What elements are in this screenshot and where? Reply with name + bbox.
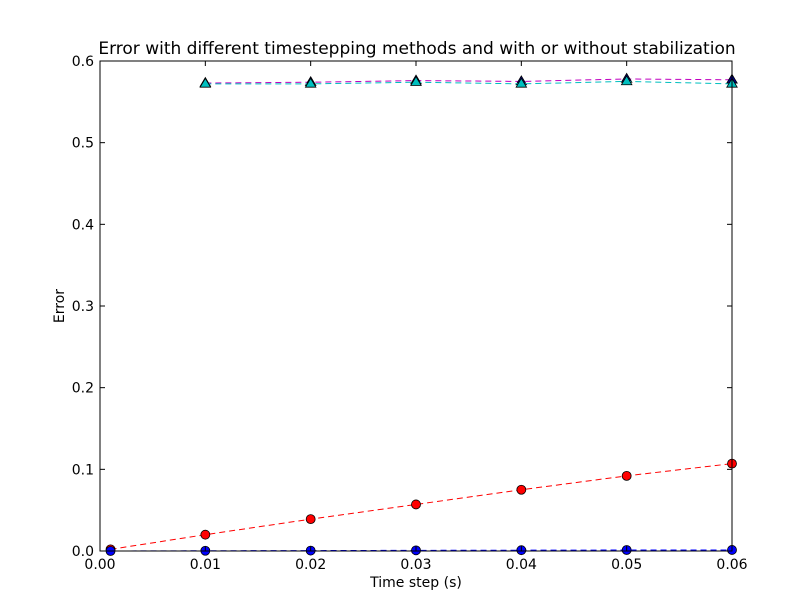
data-point [621,470,632,481]
y-tick-label: 0.1 [72,462,94,478]
y-tick-label: 0.2 [72,381,94,397]
x-axis-label: Time step (s) [369,575,462,591]
data-point [515,77,528,88]
x-tick-label: 0.03 [400,557,431,573]
x-tick-label: 0.00 [84,557,115,573]
x-tick-label: 0.04 [506,557,537,573]
data-point [516,484,527,495]
y-tick-label: 0.6 [72,54,94,70]
series-3-line [205,78,733,84]
y-tick-label: 0.5 [72,136,94,152]
data-point [199,77,212,88]
y-tick-label: 0.0 [72,544,94,560]
x-tick-label: 0.05 [611,557,642,573]
y-tick-label: 0.4 [72,217,94,233]
series-1 [105,458,737,555]
chart-title: Error with different timestepping method… [98,39,735,59]
data-point [410,75,422,86]
series-4 [199,75,738,88]
data-point [200,529,211,540]
data-point [305,514,316,525]
series-4-line [205,80,733,85]
x-axis-ticks: 0.00 0.01 0.02 0.03 0.04 0.05 0.06 [84,61,748,573]
x-tick-label: 0.06 [716,557,747,573]
data-point [620,75,633,86]
x-tick-label: 0.01 [190,557,221,573]
data-point [304,77,317,88]
y-tick-label: 0.3 [72,299,94,315]
x-tick-label: 0.02 [295,557,326,573]
y-axis-label: Error [52,289,68,323]
plot-area: 0.00 0.01 0.02 0.03 0.04 0.05 0.06 0.00.10.20.… [72,54,748,573]
y-axis-ticks: 0.0 0.1 0.2 0.3 0.4 0.5 0.6 [72,54,732,560]
data-point [411,499,421,510]
